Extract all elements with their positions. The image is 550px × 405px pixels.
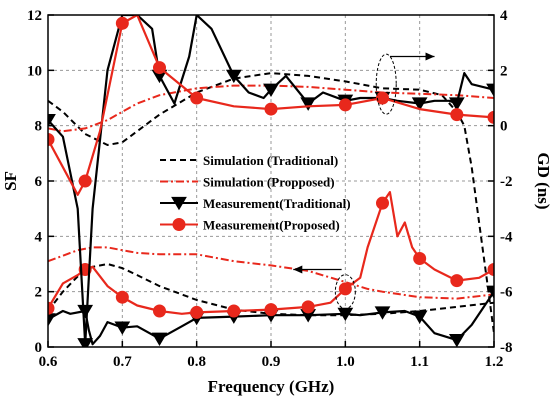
grid	[48, 15, 494, 347]
series-sf-3-marker	[115, 290, 129, 304]
y-right-tick-label: 2	[500, 63, 508, 79]
y-axis-right-label: GD (ns)	[534, 152, 550, 209]
series-gd-7-marker	[153, 61, 166, 75]
series-gd-6-marker	[300, 97, 317, 111]
legend-swatch-marker	[171, 196, 187, 211]
series-gd-7-marker	[264, 102, 278, 116]
series-sf-3-marker	[227, 304, 241, 318]
series-gd-6-marker	[225, 69, 242, 84]
series-sf-3-marker	[376, 196, 389, 210]
series-sf-2-marker	[114, 321, 131, 335]
y-axis-left-label: SF	[1, 171, 20, 191]
x-axis-label: Frequency (GHz)	[208, 377, 335, 396]
x-tick-label: 0.8	[187, 354, 206, 370]
x-tick-label: 1.0	[336, 354, 355, 370]
legend-swatch-marker	[172, 218, 186, 231]
series-gd-4-line	[48, 72, 494, 334]
x-tick-label: 0.9	[262, 354, 281, 370]
series-gd-5-line	[48, 84, 494, 133]
annotation-ellipse	[375, 53, 397, 115]
series-sf-3-marker	[153, 304, 166, 318]
series-sf-3-marker	[450, 274, 464, 288]
series-sf-3-marker	[338, 282, 352, 296]
series-gd-7-marker	[487, 110, 494, 124]
series-sf-0-line	[48, 263, 494, 317]
legend: Simulation (Traditional) Simulation (Prop…	[160, 153, 351, 233]
series-sf-2-marker	[448, 333, 465, 347]
y-right-tick-label: -8	[500, 340, 513, 356]
x-tick-label: 1.2	[485, 354, 504, 370]
series-sf-2-marker	[77, 304, 94, 319]
series-sf-3-marker	[48, 301, 55, 315]
series-gd-6-marker	[448, 97, 465, 111]
y-right-tick-label: 4	[500, 8, 508, 24]
y-right-tick-label: -2	[500, 174, 513, 190]
legend-label: Simulation (Propposed)	[203, 175, 335, 190]
series-sf-2-marker	[48, 313, 56, 327]
annotations	[293, 52, 435, 310]
series-sf-3-marker	[487, 263, 494, 277]
y-left-tick-label: 8	[35, 119, 43, 135]
y-left-tick-label: 2	[35, 285, 43, 301]
plot-area	[48, 15, 494, 347]
series-sf-2-marker	[374, 306, 391, 320]
legend-label: Measurement(Traditional)	[203, 196, 351, 211]
series-sf-3-marker	[264, 303, 278, 317]
series-gd-7-marker	[115, 16, 129, 30]
series-gd-7-marker	[78, 174, 92, 188]
x-tick-label: 1.1	[410, 354, 429, 370]
annotation-arrow-head	[293, 265, 303, 274]
legend-label: Simulation (Traditional)	[203, 153, 338, 168]
series-gd-6-line	[48, 15, 494, 346]
series-gd-7-marker	[48, 133, 55, 146]
series-gd-7-marker	[450, 108, 464, 122]
series-gd-7-marker	[190, 91, 204, 105]
annotation-ellipse	[334, 274, 356, 310]
series-gd-6-marker	[48, 114, 56, 128]
y-right-tick-label: -4	[500, 229, 513, 245]
series-sf-3-marker	[301, 300, 315, 314]
series-gd-7-marker	[338, 98, 352, 112]
y-left-tick-label: 10	[27, 63, 42, 79]
y-right-tick-label: -6	[500, 285, 513, 301]
series-sf-2-marker	[151, 332, 168, 346]
y-right-tick-label: 0	[500, 119, 508, 135]
series-gd-6-marker	[77, 338, 94, 347]
x-tick-label: 0.6	[39, 354, 58, 370]
legend-label: Measurement(Proposed)	[203, 218, 340, 233]
y-left-tick-label: 12	[27, 8, 42, 24]
y-left-tick-label: 0	[35, 340, 43, 356]
y-left-tick-label: 6	[35, 174, 43, 190]
series-gd-6-marker	[263, 83, 279, 97]
series-sf-3-marker	[413, 251, 427, 265]
series-gd-7-marker	[376, 91, 389, 105]
series-sf-3-line	[48, 191, 494, 315]
axes: 0.6 0.7 0.8 0.9 1.0 1.1 1.2 0 2 4 6 8 10 12 -8 -6 -4 -2 0 2…	[27, 8, 513, 370]
y-left-tick-label: 4	[35, 229, 43, 245]
series-sf-3-marker	[190, 305, 204, 319]
annotation-arrow-head	[425, 52, 435, 61]
series-sf-2-marker	[411, 310, 428, 324]
series-gd-6-marker	[411, 97, 428, 111]
x-tick-label: 0.7	[113, 354, 132, 370]
series-gd-6-marker	[486, 83, 494, 97]
